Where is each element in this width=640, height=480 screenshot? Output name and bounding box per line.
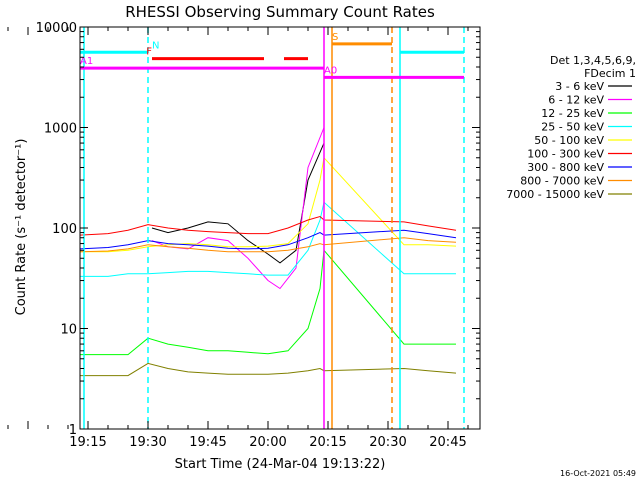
y-tick-label: 1000: [44, 122, 77, 137]
legend-header-line2: FDecim 1: [584, 67, 636, 80]
x-axis-label: Start Time (24-Mar-04 19:13:22): [175, 457, 386, 472]
legend-header-line1: Det 1,3,4,5,6,9,: [550, 54, 636, 67]
legend-label-8: 7000 - 15000 keV: [506, 188, 604, 201]
y-tick-label: 100: [52, 222, 77, 237]
footer-timestamp: 16-Oct-2021 05:49: [560, 469, 636, 478]
y-axis-label: Count Rate (s⁻¹ detector⁻¹): [14, 139, 29, 316]
legend-label-1: 6 - 12 keV: [548, 94, 604, 107]
x-tick-label: 19:30: [129, 435, 166, 450]
legend-label-0: 3 - 6 keV: [555, 80, 604, 93]
x-tick-label: 19:15: [69, 435, 106, 450]
chart-title: RHESSI Observing Summary Count Rates: [125, 3, 435, 21]
x-tick-label: 20:15: [309, 435, 346, 450]
legend-label-3: 25 - 50 keV: [541, 121, 604, 134]
flag-label-F: F: [146, 47, 152, 58]
legend-label-4: 50 - 100 keV: [534, 134, 604, 147]
x-tick-label: 19:45: [189, 435, 226, 450]
legend-label-5: 100 - 300 keV: [527, 148, 604, 161]
series-line-0: [151, 142, 325, 264]
series-line-8: [80, 362, 457, 377]
flag-label-A0: A0: [324, 65, 337, 76]
flag-label-S: S: [332, 32, 338, 43]
y-tick-label: 10: [60, 323, 77, 338]
y-tick-label: 10000: [36, 21, 77, 36]
series-line-4: [80, 156, 457, 253]
x-tick-label: 20:00: [249, 435, 286, 450]
flag-label-A1: A1: [80, 56, 93, 67]
x-tick-label: 20:45: [429, 435, 466, 450]
legend-label-7: 800 - 7000 keV: [520, 175, 604, 188]
flag-label-N: N: [152, 40, 159, 51]
series-line-3: [80, 201, 456, 277]
series-line-2: [80, 249, 456, 356]
series-line-7: [79, 237, 457, 253]
series-line-6: [79, 229, 457, 250]
plot-area: NF S A0 A1 1 10 100 1000 10000 19:15 19:30 19:45 20:…: [7, 21, 481, 450]
series-line-5: [79, 215, 457, 236]
y-tick-label: 1: [69, 423, 77, 438]
legend-label-6: 300 - 800 keV: [527, 161, 604, 174]
x-tick-label: 20:30: [369, 435, 406, 450]
series-line-1: [151, 127, 325, 290]
legend-label-2: 12 - 25 keV: [541, 107, 604, 120]
